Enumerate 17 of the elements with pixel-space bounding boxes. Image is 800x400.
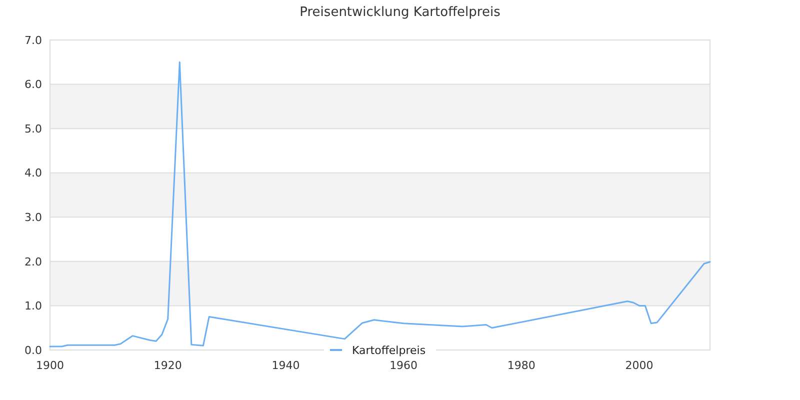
y-tick-label: 1.0 (24, 300, 42, 313)
x-tick-label: 2000 (625, 359, 654, 372)
y-tick-label: 2.0 (24, 255, 42, 268)
line-series (49, 61, 711, 348)
chart-title: Preisentwicklung Kartoffelpreis (300, 5, 501, 20)
y-tick-label: 6.0 (24, 78, 42, 92)
x-tick-label: 1920 (154, 359, 182, 372)
x-tick-label: 1940 (272, 359, 300, 372)
x-tick-label: 1980 (507, 359, 536, 372)
x-tick-label: 1900 (36, 359, 64, 372)
y-tick-label: 5.0 (24, 122, 42, 136)
y-tick-label: 7.0 (24, 34, 42, 47)
y-tick-label: 0.0 (24, 344, 42, 357)
x-tick-label: 1960 (390, 359, 418, 372)
y-tick-label: 4.0 (24, 166, 42, 180)
legend-label: Kartoffelpreis (352, 344, 426, 357)
y-tick-label: 3.0 (24, 210, 42, 224)
